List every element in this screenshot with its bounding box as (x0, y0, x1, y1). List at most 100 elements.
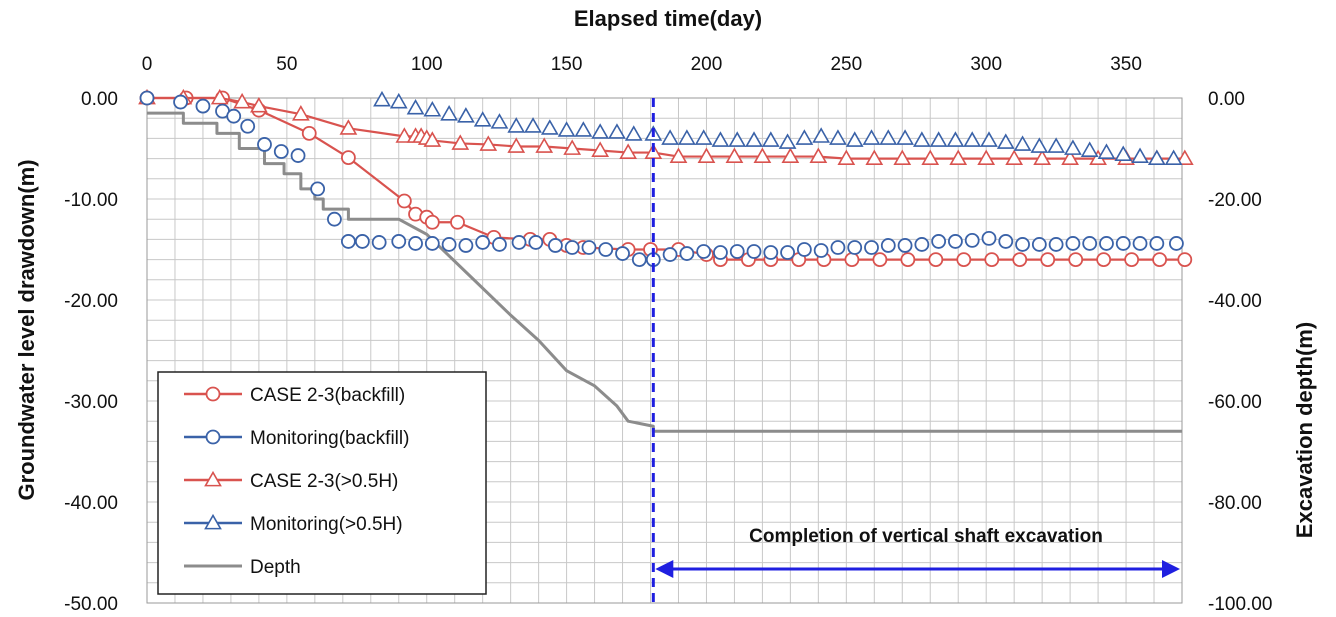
data-point (598, 242, 614, 257)
data-point (1152, 252, 1168, 268)
data-point (389, 92, 408, 109)
data-point (980, 131, 998, 147)
series-line (147, 111, 1182, 433)
data-point (581, 240, 597, 255)
y-tick-label: -40.00 (64, 493, 118, 514)
arrow-head-right (1162, 560, 1180, 578)
data-point (948, 234, 963, 249)
data-point (1131, 147, 1149, 164)
y-axis-title: Groundwater level drawdown(m) (14, 159, 39, 500)
data-point (796, 242, 812, 257)
data-point (977, 149, 996, 166)
legend-swatch-marker (204, 513, 222, 530)
data-point (812, 127, 831, 143)
data-point (564, 240, 580, 255)
data-point (781, 147, 800, 164)
data-point (761, 131, 780, 147)
data-point (1064, 139, 1082, 155)
data-point (809, 147, 828, 164)
data-point (998, 234, 1014, 249)
data-point (608, 123, 626, 139)
data-point (574, 121, 593, 137)
data-point (475, 235, 491, 250)
data-point (728, 131, 747, 147)
data-point (139, 90, 155, 106)
data-point (423, 101, 442, 117)
data-point (1115, 236, 1131, 251)
data-point (1012, 252, 1028, 268)
data-point (780, 245, 795, 260)
data-point (354, 234, 370, 249)
data-point (897, 238, 913, 253)
x-tick-label: 300 (970, 54, 1002, 75)
x-tick-label: 150 (551, 54, 583, 75)
data-point (173, 94, 188, 110)
ticks-layer: 0 50 100 150 200 250 300 350 0.00 -10.00 -20.00 -30… (64, 54, 1272, 615)
data-point (1132, 236, 1148, 251)
data-point (1068, 252, 1084, 268)
data-point (511, 235, 527, 250)
y-tick-label: -20.00 (64, 291, 118, 312)
data-point (557, 121, 576, 137)
data-point (912, 131, 931, 147)
data-point (301, 125, 317, 141)
data-point (290, 148, 306, 163)
data-point (473, 111, 492, 127)
data-point (615, 246, 630, 261)
data-point (677, 129, 696, 145)
legend-label: Monitoring(backfill) (250, 428, 409, 449)
data-point (273, 144, 289, 159)
legend-swatch-marker (205, 429, 221, 445)
data-point (1147, 149, 1166, 166)
data-point (697, 147, 716, 164)
data-point (1040, 252, 1056, 268)
legend-item: Monitoring(backfill) (184, 428, 409, 449)
data-point (896, 129, 914, 145)
data-point (528, 235, 544, 250)
data-point (619, 143, 638, 159)
data-point (1169, 236, 1184, 251)
data-point (956, 252, 972, 268)
y2-axis-title: Excavation depth(m) (1292, 322, 1317, 538)
series-3 (373, 90, 1183, 166)
data-point (371, 235, 387, 250)
data-point (1065, 236, 1081, 251)
data-point (845, 131, 864, 147)
data-point (946, 131, 965, 147)
x-tick-label: 200 (691, 54, 723, 75)
data-point (729, 244, 745, 259)
y-tick-label: 0.00 (81, 89, 118, 110)
data-point (745, 131, 763, 147)
data-point (1048, 237, 1064, 252)
data-point (662, 247, 678, 262)
data-point (1099, 236, 1114, 251)
data-point (210, 88, 229, 105)
y-tick-label: -30.00 (64, 392, 118, 413)
legend-label: Depth (250, 557, 301, 578)
data-point (440, 105, 458, 121)
data-point (837, 149, 856, 166)
data-point (1030, 137, 1049, 153)
data-point (591, 141, 610, 157)
y2-tick-label: 0.00 (1208, 89, 1245, 110)
data-point (984, 252, 1000, 268)
data-point (1033, 149, 1052, 166)
x-tick-label: 100 (411, 54, 443, 75)
legend-item: CASE 2-3(>0.5H) (184, 470, 398, 492)
x-tick-label: 350 (1110, 54, 1142, 75)
data-point (928, 252, 944, 268)
data-point (341, 150, 356, 165)
data-point (624, 125, 643, 141)
data-point (1082, 236, 1098, 251)
plot-border (146, 97, 1183, 604)
data-point (563, 139, 582, 155)
data-point (424, 214, 440, 230)
data-point (1097, 143, 1116, 159)
data-point (1177, 252, 1193, 268)
data-point (1114, 145, 1133, 161)
data-point (694, 129, 713, 145)
data-point (949, 149, 968, 166)
data-point (865, 149, 884, 166)
y2-tick-label: -20.00 (1208, 190, 1262, 211)
data-point (1031, 237, 1047, 252)
